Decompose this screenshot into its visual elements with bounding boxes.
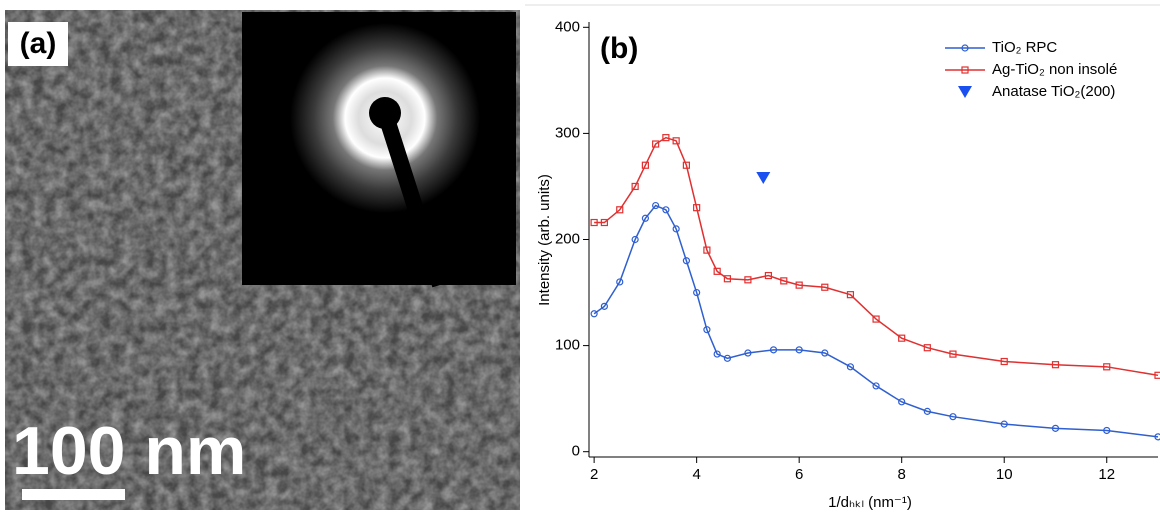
scale-bar	[22, 489, 125, 500]
y-tick-label: 0	[572, 443, 580, 460]
series-line	[593, 204, 1159, 438]
marker	[821, 283, 829, 291]
marker	[923, 344, 931, 352]
legend-marker	[961, 44, 969, 52]
beam-stop	[369, 97, 401, 129]
legend-marker	[961, 66, 969, 74]
y-tick-label: 400	[555, 18, 580, 35]
marker	[1103, 363, 1111, 371]
marker	[1103, 426, 1111, 435]
marker	[723, 354, 732, 362]
marker	[872, 315, 880, 323]
marker	[590, 218, 598, 227]
scale-bar-label: 100 nm	[12, 413, 246, 489]
x-tick-label: 2	[590, 466, 598, 483]
marker	[652, 201, 660, 210]
marker	[616, 278, 624, 286]
marker	[662, 206, 670, 214]
marker	[764, 271, 773, 280]
marker	[923, 407, 931, 415]
marker	[703, 246, 711, 254]
marker	[652, 140, 660, 148]
marker	[872, 382, 880, 390]
marker	[949, 413, 957, 421]
legend-label: Anatase TiO₂(200)	[992, 83, 1115, 100]
x-tick-label: 8	[898, 466, 906, 483]
marker	[795, 346, 803, 354]
x-tick-label: 12	[1098, 466, 1115, 483]
panel-label: (a)	[20, 27, 57, 60]
marker	[590, 310, 598, 318]
marker	[744, 349, 752, 357]
marker	[898, 334, 906, 342]
marker	[672, 225, 680, 233]
y-tick-label: 300	[555, 124, 580, 141]
marker	[713, 267, 721, 275]
marker	[600, 218, 608, 227]
legend-marker	[958, 86, 972, 98]
micrograph-panel: (a) 100 nm	[5, 10, 520, 510]
panel-label: (b)	[600, 32, 638, 65]
y-tick-label: 200	[555, 230, 580, 247]
beam-stop-arm	[377, 110, 448, 288]
marker	[756, 171, 771, 184]
marker	[616, 206, 624, 214]
marker	[898, 398, 906, 406]
y-axis-label: Intensity (arb. units)	[536, 174, 553, 306]
marker	[1154, 371, 1160, 379]
marker	[703, 326, 711, 334]
marker	[744, 276, 752, 284]
marker	[600, 302, 608, 310]
marker	[780, 277, 788, 285]
x-tick-label: 4	[692, 466, 700, 483]
marker	[846, 291, 855, 299]
marker	[631, 182, 639, 191]
marker	[821, 349, 829, 357]
marker	[949, 350, 957, 358]
x-tick-label: 6	[795, 466, 803, 483]
legend-label: TiO₂ RPC	[992, 39, 1057, 56]
marker	[1051, 424, 1060, 432]
marker	[1000, 420, 1008, 428]
marker	[1051, 361, 1060, 369]
marker	[769, 346, 778, 354]
marker	[846, 363, 855, 371]
marker	[641, 161, 649, 169]
series-line	[594, 136, 1159, 377]
marker	[682, 257, 690, 265]
marker	[693, 204, 701, 212]
marker	[795, 281, 803, 289]
marker	[631, 235, 639, 244]
label-box	[8, 22, 68, 66]
y-tick-label: 100	[555, 337, 580, 354]
legend-label: Ag-TiO₂ non insolé	[992, 61, 1117, 78]
marker	[1000, 357, 1008, 366]
marker	[682, 161, 690, 169]
marker	[713, 350, 721, 358]
marker	[1154, 433, 1160, 441]
marker	[723, 275, 732, 283]
marker	[693, 288, 701, 297]
marker	[662, 134, 670, 142]
x-tick-label: 10	[996, 466, 1013, 483]
marker	[641, 214, 649, 222]
marker	[672, 137, 680, 145]
x-axis-label: 1/dₕₖₗ (nm⁻¹)	[828, 494, 912, 511]
